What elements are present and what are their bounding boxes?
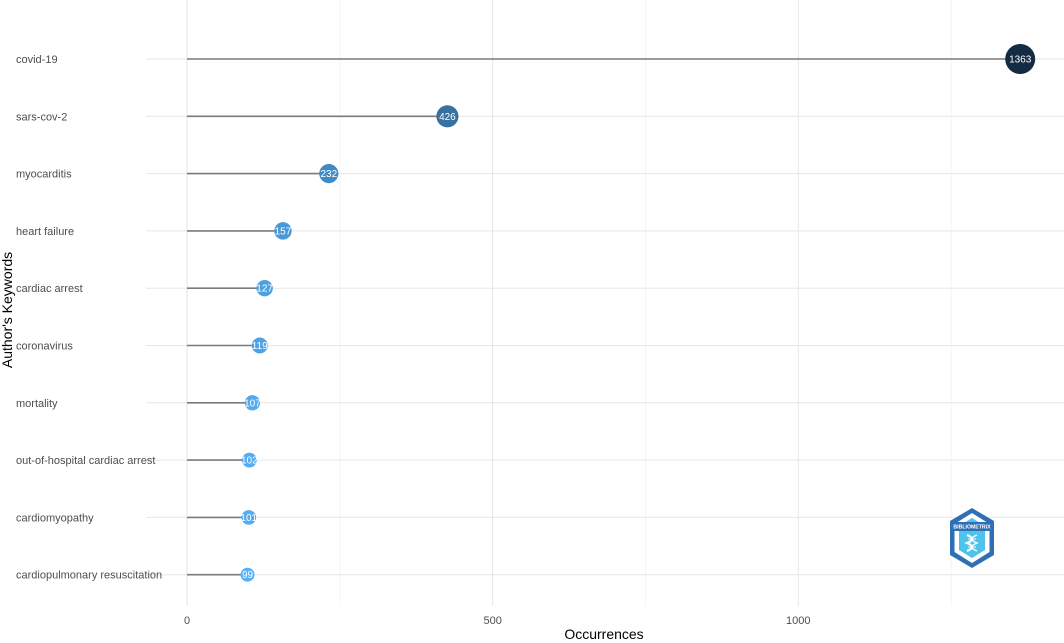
lollipop-dot: [274, 222, 292, 240]
data-label: 426: [439, 112, 456, 123]
lollipop-dot: [319, 164, 339, 184]
y-tick-label: cardiomyopathy: [16, 512, 94, 524]
lollipop-stems: [187, 58, 1021, 576]
data-label: 127: [256, 284, 273, 295]
y-tick-label: covid-19: [16, 54, 58, 66]
bibliometrix-logo-icon: BIBLIOMETRIX: [950, 508, 994, 568]
x-tick-label: 500: [483, 615, 501, 627]
data-label: 107: [244, 398, 261, 409]
data-label: 1363: [1009, 55, 1032, 66]
y-axis-title: Author's Keywords: [0, 252, 15, 368]
x-tick-label: 1000: [786, 615, 810, 627]
data-label: 232: [320, 169, 337, 180]
y-tick-label: out-of-hospital cardiac arrest: [16, 455, 155, 467]
lollipop-dots: 1363 426 232 157 127 119 107 102 101 99: [240, 44, 1036, 582]
lollipop-dot: [240, 567, 255, 582]
lollipop-dot: [241, 510, 257, 525]
y-tick-label: cardiac arrest: [16, 283, 83, 295]
data-label: 99: [242, 570, 254, 581]
lollipop-dot: [256, 280, 273, 297]
data-label: 101: [240, 513, 257, 524]
y-tick-label: mortality: [16, 398, 58, 410]
lollipop-dot: [241, 452, 257, 468]
data-label: 119: [252, 341, 268, 352]
y-tick-label: heart failure: [16, 226, 74, 238]
y-tick-label: cardiopulmonary resuscitation: [16, 570, 162, 582]
grid: [146, 0, 1064, 606]
x-axis-title: Occurrences: [564, 626, 643, 642]
lollipop-dot: [244, 395, 261, 411]
y-tick-label: coronavirus: [16, 341, 73, 353]
lollipop-dot: [1005, 44, 1036, 74]
logo-text: BIBLIOMETRIX: [953, 525, 991, 531]
lollipop-dot: [436, 105, 459, 128]
lollipop-dot: [251, 337, 268, 354]
data-label: 157: [275, 226, 292, 237]
y-tick-label: sars-cov-2: [16, 111, 67, 123]
data-label: 102: [241, 456, 258, 467]
x-tick-label: 0: [184, 615, 190, 627]
x-tick-labels: 0 500 1000: [184, 615, 811, 627]
y-tick-labels: covid-19 sars-cov-2 myocarditis heart failu…: [16, 54, 162, 582]
y-tick-label: myocarditis: [16, 169, 72, 181]
